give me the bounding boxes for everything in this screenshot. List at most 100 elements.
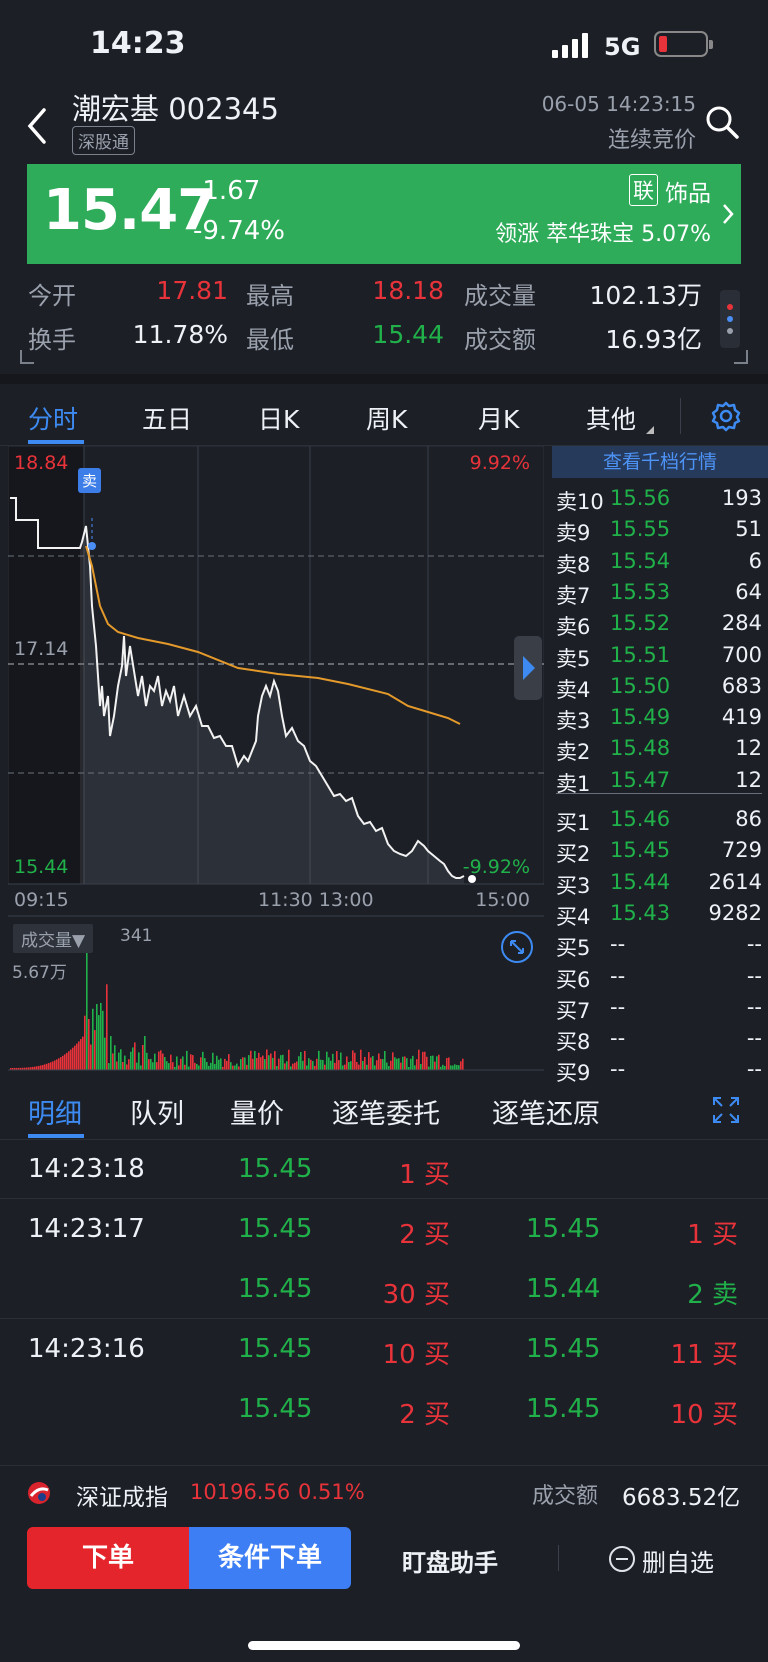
volume-bar: [350, 1061, 352, 1070]
stats-panel: 今开 17.81 最高 18.18 成交量 102.13万 换手 11.78% …: [0, 264, 768, 372]
trade-volume-2: 1 买: [687, 1220, 738, 1250]
volume-bar: [354, 1052, 356, 1070]
bid-row[interactable]: 买1 15.46 86: [552, 807, 768, 837]
intraday-chart[interactable]: 卖 18.84 9.92% 17.14 15.44 -9.92% 09:15 1…: [7, 445, 545, 1076]
ask-row[interactable]: 卖8 15.54 6: [552, 549, 768, 579]
volume-selector[interactable]: 成交量▼: [13, 924, 94, 953]
volume-bar: [270, 1053, 272, 1070]
index-bar[interactable]: 深证成指 10196.56 0.51% 成交额 6683.52亿: [0, 1465, 768, 1521]
volume-bar: [46, 1063, 48, 1070]
book-level-label: 卖8: [556, 552, 591, 577]
bid-row[interactable]: 买7 -- --: [552, 995, 768, 1025]
tab-other[interactable]: 其他: [586, 405, 637, 434]
volume-bar: [60, 1057, 62, 1070]
ask-row[interactable]: 卖9 15.55 51: [552, 517, 768, 547]
volume-max: 5.67万: [12, 963, 67, 983]
book-level-label: 买9: [556, 1061, 591, 1086]
volume-bar: [158, 1051, 160, 1070]
volume-bar: [252, 1058, 254, 1070]
tab-weekly-k[interactable]: 周K: [366, 405, 408, 434]
volume-bar: [272, 1057, 274, 1070]
volume-bar: [306, 1065, 308, 1070]
tab-five-day[interactable]: 五日: [142, 405, 193, 434]
volume-bar: [20, 1067, 22, 1070]
quote-banner[interactable]: 15.47 -1.67 -9.74% 联 饰品 领涨 萃华珠宝 5.07%: [27, 164, 741, 264]
more-dots-icon[interactable]: [720, 290, 740, 348]
volume-bar: [374, 1065, 376, 1070]
ask-row[interactable]: 卖1 15.47 12: [552, 768, 768, 798]
ask-row[interactable]: 卖6 15.52 284: [552, 611, 768, 641]
tab-order-by-order[interactable]: 逐笔委托: [332, 1099, 440, 1130]
view-full-depth-link[interactable]: 查看千档行情: [552, 446, 768, 478]
sector-name: 饰品: [665, 181, 711, 207]
chart-svg: [7, 445, 545, 1076]
signal-icon: [552, 30, 592, 58]
ask-row[interactable]: 卖4 15.50 683: [552, 674, 768, 704]
sell-marker[interactable]: 卖: [78, 468, 102, 493]
volume-bar: [118, 1052, 120, 1070]
tab-daily-k[interactable]: 日K: [258, 405, 300, 434]
volume-bar: [148, 1059, 150, 1070]
volume-bar: [78, 1041, 80, 1070]
bid-row[interactable]: 买6 -- --: [552, 964, 768, 994]
volume-bar: [176, 1056, 178, 1070]
volume-bar: [402, 1056, 404, 1070]
volume-bar: [16, 1067, 18, 1070]
back-icon[interactable]: [24, 106, 48, 146]
minus-circle-icon: [609, 1546, 635, 1572]
bid-row[interactable]: 买8 -- --: [552, 1026, 768, 1056]
ask-row[interactable]: 卖7 15.53 64: [552, 580, 768, 610]
volume-bar: [428, 1066, 430, 1070]
book-volume: 2614: [708, 869, 762, 894]
ask-row[interactable]: 卖10 15.56 193: [552, 486, 768, 516]
bid-row[interactable]: 买3 15.44 2614: [552, 870, 768, 900]
fullscreen-icon[interactable]: [712, 1096, 740, 1124]
book-price: --: [610, 932, 626, 957]
volume-bar: [410, 1058, 412, 1070]
volume-bar: [224, 1058, 226, 1070]
tab-volume-price[interactable]: 量价: [230, 1099, 284, 1130]
search-icon[interactable]: [704, 104, 740, 140]
volume-bar: [188, 1066, 190, 1070]
book-volume: 12: [735, 736, 762, 761]
volume-bar: [318, 1050, 320, 1070]
tab-monthly-k[interactable]: 月K: [478, 405, 520, 434]
order-button[interactable]: 下单: [27, 1527, 189, 1589]
book-volume: 729: [721, 838, 762, 863]
trade-detail-list: 14:23:18 15.45 1 买 14:23:17 15.45 2 买 15.45 1 买…: [0, 1140, 768, 1465]
tab-tick-restore[interactable]: 逐笔还原: [492, 1099, 600, 1130]
volume-bar: [386, 1062, 388, 1070]
volume-bar: [168, 1063, 170, 1070]
volume-bar: [424, 1051, 426, 1070]
row-divider: [0, 1198, 768, 1199]
expand-chart-icon[interactable]: [500, 930, 534, 964]
ask-row[interactable]: 卖3 15.49 419: [552, 705, 768, 735]
volume-bar: [458, 1065, 460, 1070]
watch-assistant-button[interactable]: 盯盘助手: [402, 1549, 498, 1577]
tab-queue[interactable]: 队列: [130, 1099, 184, 1130]
conditional-order-button[interactable]: 条件下单: [189, 1527, 351, 1589]
volume-bar: [100, 1002, 102, 1070]
tab-intraday[interactable]: 分时: [28, 405, 79, 434]
volume-bar: [254, 1051, 256, 1070]
bid-row[interactable]: 买9 -- --: [552, 1057, 768, 1087]
settings-gear-icon[interactable]: [710, 400, 742, 432]
play-arrow-icon: [523, 656, 535, 680]
ask-row[interactable]: 卖2 15.48 12: [552, 736, 768, 766]
bid-row[interactable]: 买4 15.43 9282: [552, 901, 768, 931]
volume-bar: [192, 1055, 194, 1070]
remove-watchlist-button[interactable]: 删自选: [642, 1549, 714, 1577]
trade-time: 14:23:18: [28, 1154, 145, 1184]
volume-bar: [172, 1062, 174, 1070]
volume-bar: [326, 1051, 328, 1070]
book-level-label: 卖10: [556, 490, 604, 514]
volume-bar: [416, 1059, 418, 1070]
volume-bar: [152, 1062, 154, 1070]
tab-detail[interactable]: 明细: [28, 1099, 82, 1130]
volume-bar: [204, 1058, 206, 1070]
ask-row[interactable]: 卖5 15.51 700: [552, 643, 768, 673]
trade-volume-2: 2 卖: [687, 1280, 738, 1310]
collapse-book-button[interactable]: [514, 636, 542, 700]
bid-row[interactable]: 买5 -- --: [552, 932, 768, 962]
bid-row[interactable]: 买2 15.45 729: [552, 838, 768, 868]
